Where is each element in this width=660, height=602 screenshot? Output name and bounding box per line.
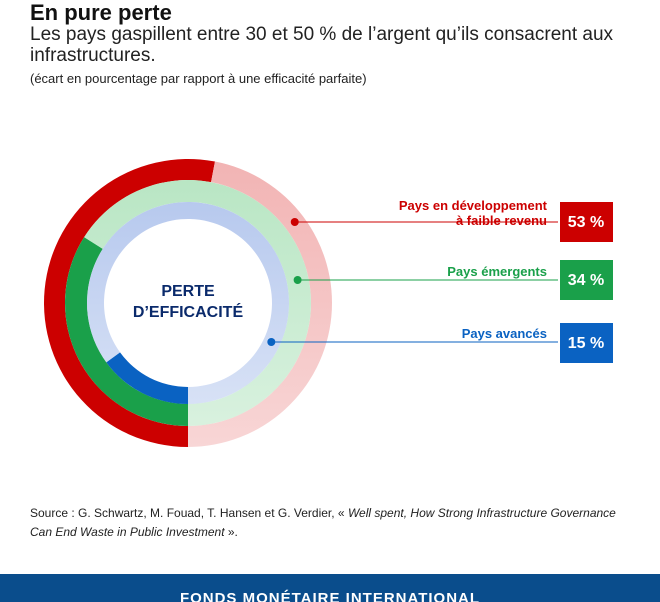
ring-loss-3	[106, 352, 188, 404]
value-box-1	[560, 202, 613, 242]
footer-banner: FONDS MONÉTAIRE INTERNATIONAL	[0, 574, 660, 602]
leader-dot-1	[290, 218, 299, 226]
ring-loss-1	[44, 159, 215, 448]
source-suffix: ».	[224, 525, 238, 539]
value-label-1: 53 %	[568, 214, 604, 231]
chart-title: En pure perte	[30, 0, 172, 25]
source-note: Source : G. Schwartz, M. Fouad, T. Hanse…	[30, 504, 640, 542]
legend-label-2-line-1: Pays émergents	[447, 264, 547, 279]
chart-subtitle: Les pays gaspillent entre 30 et 50 % de …	[30, 24, 614, 66]
legend-label-1-line-1: Pays en développement	[399, 198, 548, 213]
center-label-line-2: D’EFFICACITÉ	[133, 302, 244, 321]
leader-dot-2	[293, 276, 302, 284]
legend-label-1-line-2: à faible revenu	[456, 213, 547, 228]
legend-label-3-line-1: Pays avancés	[462, 326, 547, 341]
ring-loss-2	[65, 237, 188, 426]
source-prefix: Source : G. Schwartz, M. Fouad, T. Hanse…	[30, 506, 348, 520]
center-label-line-1: PERTE	[161, 283, 215, 300]
source-title: Well spent, How Strong Infrastructure Go…	[30, 506, 616, 539]
leader-dot-3	[267, 338, 276, 346]
value-box-3	[560, 323, 613, 363]
value-box-2	[560, 260, 613, 300]
chart-note: (écart en pourcentage par rapport à une …	[30, 71, 367, 86]
value-label-2: 34 %	[568, 272, 604, 289]
value-label-3: 15 %	[568, 335, 604, 352]
ring-rest-1	[188, 161, 333, 447]
